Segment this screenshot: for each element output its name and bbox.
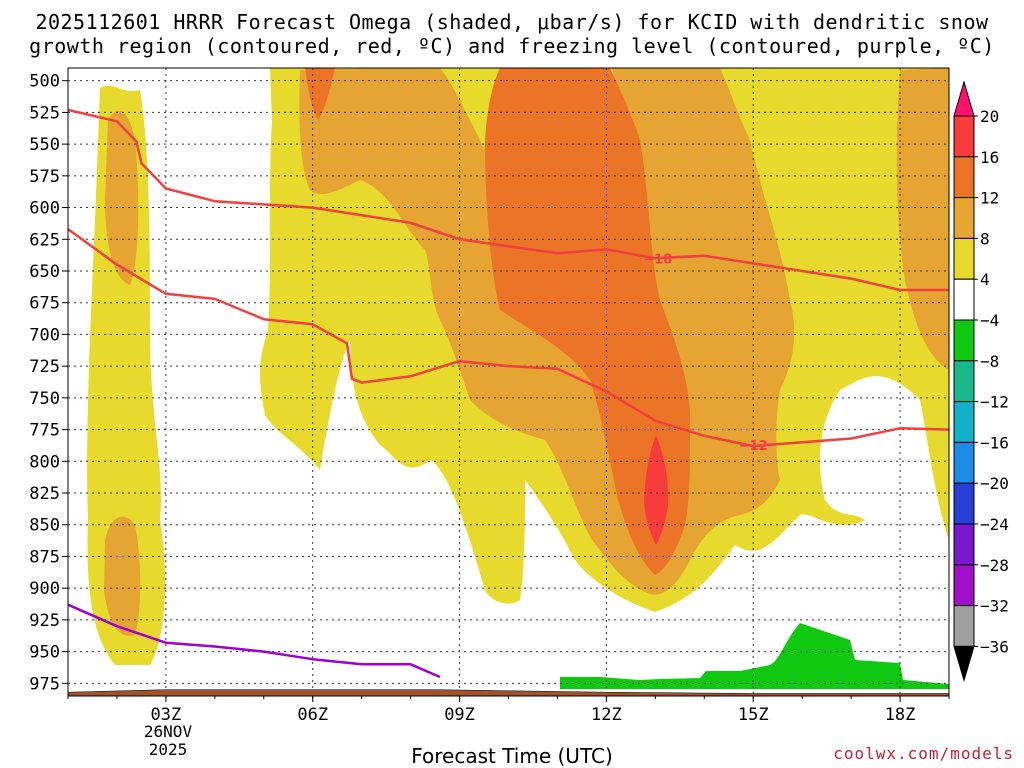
contour-dendritic-growth-top [67, 108, 949, 292]
x-axis: 03Z 06Z 09Z 12Z 15Z 18Z [67, 696, 950, 725]
omega-shade-8-12 [104, 516, 141, 636]
contour-lines: −18 −12 [67, 108, 950, 679]
x-date-day: 26NOV [143, 722, 193, 741]
omega-shade-12-16 [485, 68, 690, 575]
colorbar-label: −16 [980, 433, 1009, 452]
x-tick-label: 06Z [297, 705, 328, 725]
chart-title-line1: 2025112601 HRRR Forecast Omega (shaded, … [35, 10, 989, 34]
y-axis: 500 525 550 575 600 625 650 675 700 725 750 775 800 8… [29, 72, 68, 694]
colorbar-segment [953, 605, 975, 647]
colorbar-bottom-arrow [953, 645, 975, 683]
omega-shade-16-20 [644, 435, 669, 545]
x-tick-label: 15Z [738, 705, 769, 725]
colorbar-label: 4 [980, 270, 990, 289]
x-axis-label: Forecast Time (UTC) [411, 744, 613, 768]
colorbar-segment [953, 401, 975, 443]
chart-title-line2: growth region (contoured, red, ºC) and f… [29, 34, 995, 58]
colorbar-label: 16 [980, 148, 999, 167]
plot-area [68, 68, 949, 696]
colorbar-segment [953, 156, 975, 199]
y-tick-label: 700 [29, 325, 60, 345]
colorbar-label: −4 [980, 311, 999, 330]
y-tick-label: 950 [29, 643, 60, 663]
omega-shade-8-12 [896, 68, 949, 370]
colorbar-segment [953, 564, 975, 607]
contour-value-label: −12 [739, 439, 768, 454]
y-tick-label: 900 [29, 579, 60, 599]
x-date-year: 2025 [148, 740, 188, 759]
colorbar-segment [953, 360, 975, 403]
y-tick-label: 825 [29, 484, 60, 504]
y-tick-label: 775 [29, 421, 60, 441]
y-tick-label: 925 [29, 611, 60, 631]
omega-shade-neg4-neg8 [560, 623, 949, 689]
x-tick-label: 12Z [591, 705, 622, 725]
colorbar-label: −36 [980, 637, 1009, 656]
colorbar-label: −8 [980, 352, 999, 371]
y-tick-label: 875 [29, 547, 60, 567]
contour-value-label: −18 [643, 252, 672, 267]
y-tick-label: 600 [29, 199, 60, 219]
y-tick-label: 575 [29, 167, 60, 187]
colorbar-label: −28 [980, 556, 1009, 575]
y-tick-label: 850 [29, 516, 60, 536]
colorbar-segment [953, 319, 975, 362]
y-tick-label: 625 [29, 230, 60, 250]
omega-shade-8-12 [105, 110, 139, 285]
plot-frame [67, 67, 950, 697]
colorbar-segment [953, 197, 975, 239]
colorbar-label: −32 [980, 597, 1009, 616]
colorbar-segment [953, 237, 975, 280]
colorbar-segment [953, 278, 975, 321]
contour-freezing-level [67, 603, 441, 679]
colorbar-segment [953, 115, 975, 158]
x-tick-label: 09Z [444, 705, 475, 725]
y-tick-label: 650 [29, 262, 60, 282]
contour-dendritic-growth-bottom [67, 228, 950, 448]
x-tick-label: 18Z [885, 705, 916, 725]
colorbar-label: −24 [980, 515, 1009, 534]
colorbar-label: −20 [980, 474, 1009, 493]
y-tick-label: 975 [29, 674, 60, 694]
x-tick-label: 03Z [151, 705, 182, 725]
colorbar-label: −12 [980, 393, 1009, 412]
colorbar-segment [953, 441, 975, 484]
credit-link[interactable]: coolwx.com/models [833, 744, 1014, 763]
colorbar-label: 12 [980, 189, 999, 208]
colorbar-segment [953, 523, 975, 566]
y-tick-label: 500 [29, 72, 60, 92]
y-tick-label: 550 [29, 135, 60, 155]
colorbar-top-arrow [953, 80, 975, 117]
y-tick-label: 675 [29, 294, 60, 314]
y-tick-label: 750 [29, 389, 60, 409]
colorbar: 20 16 12 8 4 −4 −8 −12 −16 −20 −24 −28 −32 −36 [953, 80, 1009, 683]
grid-lines [68, 68, 949, 696]
colorbar-segment [953, 482, 975, 525]
y-tick-label: 525 [29, 103, 60, 123]
y-tick-label: 725 [29, 357, 60, 377]
colorbar-label: 20 [980, 107, 999, 126]
colorbar-label: 8 [980, 229, 990, 248]
y-tick-label: 800 [29, 452, 60, 472]
